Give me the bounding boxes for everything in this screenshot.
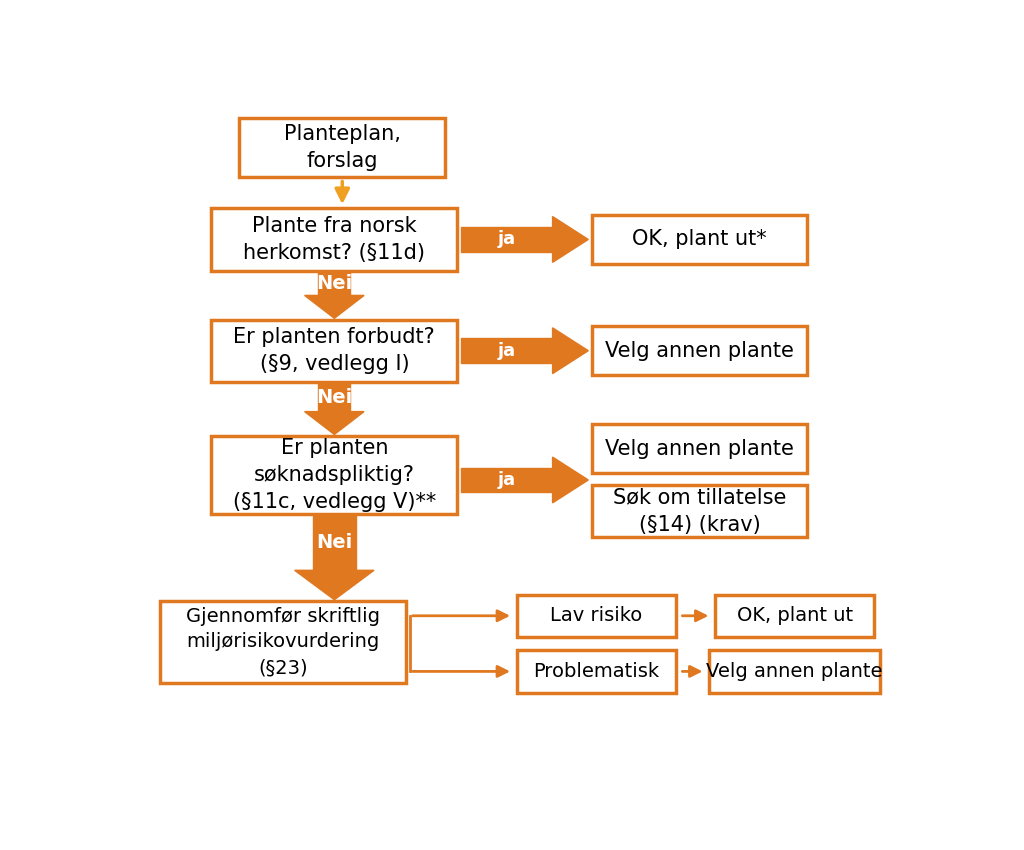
Text: Nei: Nei [316, 274, 352, 293]
Polygon shape [553, 328, 588, 374]
Text: Søk om tillatelse
(§14) (krav): Søk om tillatelse (§14) (krav) [612, 487, 786, 535]
Text: Gjennomfør skriftlig
miljørisikovurdering
(§23): Gjennomfør skriftlig miljørisikovurderin… [185, 607, 380, 677]
Text: Velg annen plante: Velg annen plante [605, 341, 794, 360]
Text: Plante fra norsk
herkomst? (§11d): Plante fra norsk herkomst? (§11d) [244, 216, 425, 263]
Text: Velg annen plante: Velg annen plante [707, 662, 883, 681]
Text: ja: ja [498, 230, 516, 248]
FancyBboxPatch shape [240, 118, 445, 178]
Polygon shape [462, 227, 553, 252]
Polygon shape [462, 338, 553, 363]
FancyBboxPatch shape [592, 215, 807, 264]
Polygon shape [318, 383, 350, 411]
FancyBboxPatch shape [592, 484, 807, 537]
Text: Nei: Nei [316, 534, 352, 552]
Text: Lav risiko: Lav risiko [550, 606, 642, 626]
Text: Er planten forbudt?
(§9, vedlegg I): Er planten forbudt? (§9, vedlegg I) [233, 327, 435, 374]
Text: OK, plant ut*: OK, plant ut* [632, 230, 767, 249]
FancyBboxPatch shape [160, 601, 406, 683]
FancyBboxPatch shape [517, 650, 676, 693]
FancyBboxPatch shape [211, 436, 458, 514]
FancyBboxPatch shape [211, 208, 458, 270]
Text: ja: ja [498, 471, 516, 489]
Polygon shape [304, 411, 365, 434]
FancyBboxPatch shape [517, 594, 676, 637]
Polygon shape [318, 272, 350, 296]
Text: Nei: Nei [316, 388, 352, 407]
Text: Planteplan,
forslag: Planteplan, forslag [284, 124, 400, 172]
Text: Velg annen plante: Velg annen plante [605, 439, 794, 459]
Polygon shape [312, 516, 356, 570]
Text: ja: ja [498, 342, 516, 360]
Polygon shape [304, 296, 365, 318]
Polygon shape [553, 217, 588, 263]
FancyBboxPatch shape [592, 326, 807, 375]
FancyBboxPatch shape [715, 594, 873, 637]
Text: Problematisk: Problematisk [534, 662, 659, 681]
FancyBboxPatch shape [592, 424, 807, 473]
Polygon shape [295, 570, 374, 600]
Polygon shape [462, 468, 553, 492]
FancyBboxPatch shape [710, 650, 880, 693]
FancyBboxPatch shape [211, 320, 458, 382]
Polygon shape [553, 457, 588, 503]
Text: OK, plant ut: OK, plant ut [736, 606, 853, 626]
Text: Er planten
søknadspliktig?
(§11c, vedlegg V)**: Er planten søknadspliktig? (§11c, vedleg… [232, 438, 436, 513]
